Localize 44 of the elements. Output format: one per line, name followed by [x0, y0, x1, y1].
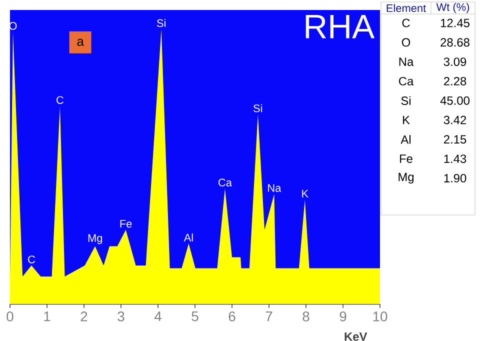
annotation: Fe: [120, 220, 132, 228]
text: 28.68: [440, 38, 470, 47]
text: Element: [386, 4, 426, 12]
text: 45.00: [440, 96, 470, 105]
x-tick-label: 7: [266, 312, 272, 322]
text: 1.43: [444, 154, 466, 164]
category-label: Ca: [398, 76, 414, 86]
annotation: a: [77, 38, 84, 46]
text: 3.09: [444, 58, 466, 66]
text: 2.28: [444, 76, 466, 86]
annotation: Ca: [218, 178, 232, 186]
x-tick-label: 3: [118, 312, 124, 322]
annotation: C: [56, 96, 64, 104]
text: 2.15: [444, 135, 466, 144]
category-label: O: [402, 38, 410, 47]
text: 12.45: [440, 18, 470, 28]
annotation: Mg: [88, 234, 102, 244]
category-label: Fe: [400, 154, 412, 163]
x-tick-label: 4: [154, 312, 162, 322]
x-tick-label: 9: [340, 312, 346, 322]
category-label: Al: [400, 135, 411, 144]
category-label: C: [402, 18, 410, 28]
text: Wt (%): [436, 2, 470, 14]
annotation: Na: [268, 184, 282, 192]
annotation: C: [28, 256, 36, 264]
x-tick-label: 6: [228, 312, 236, 322]
annotation: Si: [254, 104, 262, 112]
category-label: K: [403, 116, 410, 124]
category-label: Na: [399, 58, 414, 66]
x-axis-title: KeV: [344, 332, 368, 341]
annotation: Al: [184, 233, 193, 242]
category-label: Si: [401, 96, 411, 105]
x-tick-label: 8: [302, 312, 310, 322]
annotation: Si: [156, 18, 166, 28]
x-tick-label: 0: [6, 312, 14, 322]
text: 1.90: [444, 174, 466, 182]
category-label: Mg: [398, 172, 414, 184]
x-tick-label: 2: [80, 312, 88, 322]
text: 3.42: [444, 116, 466, 124]
x-tick-label: 5: [192, 312, 198, 322]
annotation: RHA: [306, 14, 375, 38]
x-tick-label: 1: [44, 312, 50, 322]
annotation: K: [302, 190, 308, 198]
x-tick-label: 10: [373, 312, 388, 322]
